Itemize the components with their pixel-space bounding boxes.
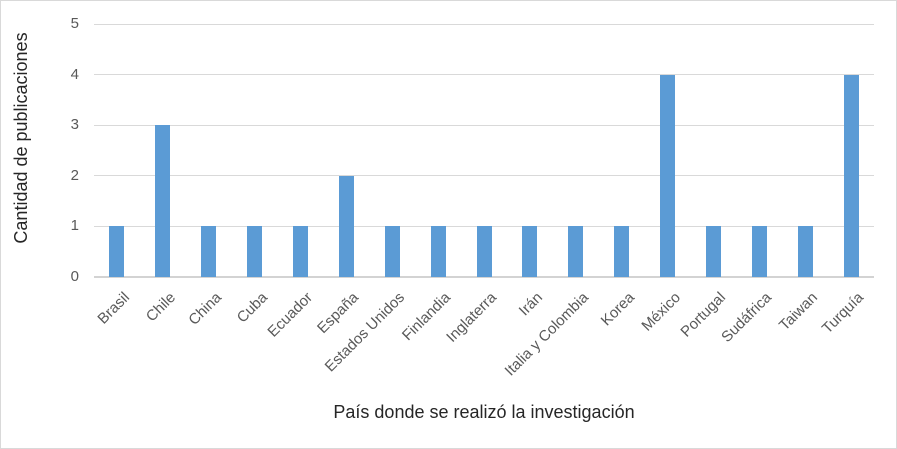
bar-ecuador: [292, 226, 308, 277]
bar-korea: [614, 226, 630, 277]
y-tick-label-3: 3: [70, 116, 79, 134]
gridline-y-2: [94, 175, 874, 177]
bar-irán: [522, 226, 538, 277]
bar-sudáfrica: [751, 226, 767, 277]
bar-china: [201, 226, 217, 277]
y-tick-label-1: 1: [70, 217, 79, 235]
y-axis-title: Cantidad de publicaciones: [11, 32, 31, 244]
bar-inglaterra: [476, 226, 492, 277]
gridline-y-1: [94, 225, 874, 227]
bar-chile: [155, 125, 171, 277]
bar-turquía: [843, 74, 859, 277]
y-tick-label-2: 2: [70, 166, 79, 184]
bar-portugal: [705, 226, 721, 277]
x-axis-line: [94, 276, 874, 278]
bar-estados-unidos: [384, 226, 400, 277]
y-tick-label-4: 4: [70, 65, 79, 83]
bar-méxico: [660, 74, 676, 277]
plot-area: [94, 23, 874, 278]
bar-finlandia: [430, 226, 446, 277]
gridline-y-4: [94, 74, 874, 76]
bar-españa: [338, 175, 354, 277]
gridline-y-5: [94, 23, 874, 25]
y-tick-label-0: 0: [70, 268, 79, 285]
bar-italia-y-colombia: [568, 226, 584, 277]
bar-brasil: [109, 226, 125, 277]
x-axis-title: País donde se realizó la investigación: [333, 402, 635, 422]
bar-taiwan: [797, 226, 813, 277]
gridline-y-3: [94, 124, 874, 126]
y-tick-label-5: 5: [70, 15, 79, 32]
bar-cuba: [247, 226, 263, 277]
